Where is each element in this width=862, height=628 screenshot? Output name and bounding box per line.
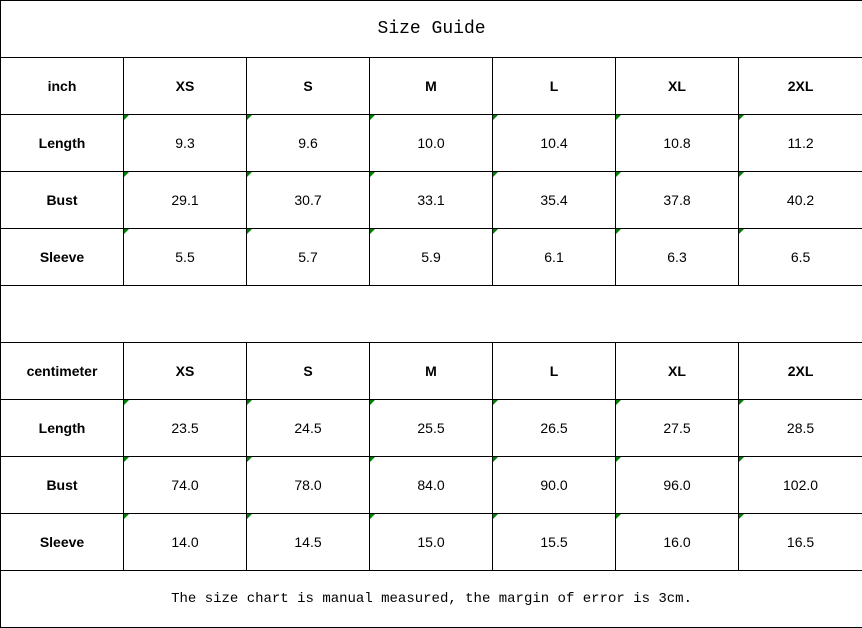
unit-header: inch: [0, 57, 124, 115]
measurement-cell: 102.0: [737, 456, 862, 514]
size-header: 2XL: [737, 342, 862, 400]
table-row: Length 9.3 9.6 10.0 10.4 10.8 11.2: [0, 114, 862, 172]
size-header: XL: [615, 57, 739, 115]
size-header: 2XL: [737, 57, 862, 115]
measurement-cell: 96.0: [615, 456, 739, 514]
measurement-cell: 6.1: [492, 228, 616, 286]
row-label: Length: [0, 399, 124, 457]
row-label: Sleeve: [0, 513, 124, 571]
spacer-row: [0, 285, 862, 343]
measurement-cell: 10.8: [615, 114, 739, 172]
measurement-cell: 16.5: [737, 513, 862, 571]
measurement-cell: 9.3: [123, 114, 247, 172]
table-row: Sleeve 14.0 14.5 15.0 15.5 16.0 16.5: [0, 513, 862, 571]
size-header: XL: [615, 342, 739, 400]
size-header: XS: [123, 342, 247, 400]
size-header: M: [369, 342, 493, 400]
measurement-cell: 11.2: [737, 114, 862, 172]
row-label: Sleeve: [0, 228, 124, 286]
measurement-cell: 6.3: [615, 228, 739, 286]
measurement-cell: 28.5: [737, 399, 862, 457]
size-header: L: [492, 342, 616, 400]
measurement-cell: 14.5: [246, 513, 370, 571]
measurement-cell: 15.0: [369, 513, 493, 571]
measurement-cell: 5.9: [369, 228, 493, 286]
measurement-cell: 10.4: [492, 114, 616, 172]
measurement-cell: 9.6: [246, 114, 370, 172]
measurement-cell: 90.0: [492, 456, 616, 514]
size-header: M: [369, 57, 493, 115]
spacer-cell: [0, 285, 862, 343]
measurement-cell: 6.5: [737, 228, 862, 286]
table-row: Length 23.5 24.5 25.5 26.5 27.5 28.5: [0, 399, 862, 457]
measurement-cell: 29.1: [123, 171, 247, 229]
measurement-cell: 24.5: [246, 399, 370, 457]
title-row: Size Guide: [0, 0, 862, 58]
note-row: The size chart is manual measured, the m…: [0, 570, 862, 628]
measurement-cell: 14.0: [123, 513, 247, 571]
measurement-cell: 84.0: [369, 456, 493, 514]
table-row: Bust 74.0 78.0 84.0 90.0 96.0 102.0: [0, 456, 862, 514]
row-label: Length: [0, 114, 124, 172]
size-header: S: [246, 57, 370, 115]
size-header: S: [246, 342, 370, 400]
measurement-cell: 15.5: [492, 513, 616, 571]
measurement-cell: 5.5: [123, 228, 247, 286]
measurement-cell: 5.7: [246, 228, 370, 286]
measurement-cell: 40.2: [737, 171, 862, 229]
measurement-cell: 30.7: [246, 171, 370, 229]
table-row: Sleeve 5.5 5.7 5.9 6.1 6.3 6.5: [0, 228, 862, 286]
measurement-cell: 37.8: [615, 171, 739, 229]
unit-header: centimeter: [0, 342, 124, 400]
row-label: Bust: [0, 456, 124, 514]
measurement-cell: 16.0: [615, 513, 739, 571]
header-row: inch XS S M L XL 2XL: [0, 57, 862, 115]
measurement-cell: 74.0: [123, 456, 247, 514]
measurement-cell: 33.1: [369, 171, 493, 229]
row-label: Bust: [0, 171, 124, 229]
measurement-cell: 78.0: [246, 456, 370, 514]
measurement-cell: 23.5: [123, 399, 247, 457]
measurement-cell: 26.5: [492, 399, 616, 457]
measurement-cell: 35.4: [492, 171, 616, 229]
measurement-cell: 10.0: [369, 114, 493, 172]
measurement-cell: 25.5: [369, 399, 493, 457]
size-header: XS: [123, 57, 247, 115]
header-row: centimeter XS S M L XL 2XL: [0, 342, 862, 400]
table-row: Bust 29.1 30.7 33.1 35.4 37.8 40.2: [0, 171, 862, 229]
measurement-note: The size chart is manual measured, the m…: [0, 570, 862, 628]
measurement-cell: 27.5: [615, 399, 739, 457]
table-title: Size Guide: [0, 0, 862, 58]
size-header: L: [492, 57, 616, 115]
